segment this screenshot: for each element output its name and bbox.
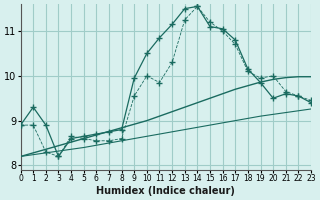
X-axis label: Humidex (Indice chaleur): Humidex (Indice chaleur) [96,186,235,196]
